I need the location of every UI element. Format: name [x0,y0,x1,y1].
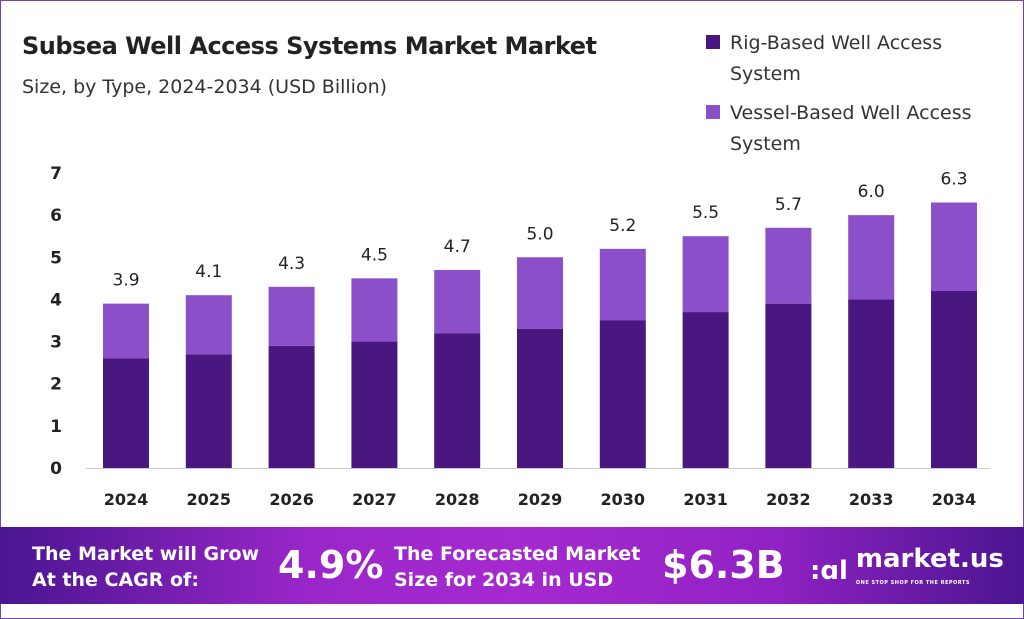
bar-vessel-based [848,215,895,300]
x-tick-label: 2030 [601,490,646,509]
bar-rig-based [434,333,481,468]
x-tick-label: 2026 [269,490,314,509]
data-label-total: 4.7 [444,237,471,257]
bar-vessel-based [434,269,481,334]
x-tick-label: 2028 [435,490,480,509]
x-tick-label: 2032 [766,490,811,509]
bar-rig-based [599,320,646,468]
data-label-total: 4.5 [361,245,388,265]
brand-logo: :ɑl market.us ONE STOP SHOP FOR THE REPOR… [810,544,1004,595]
x-tick-label: 2029 [518,490,563,509]
brand-name: market.us [855,544,1004,574]
bar-rig-based [103,358,149,468]
x-tick-label: 2033 [849,490,894,509]
bar-vessel-based [185,295,232,355]
data-label-total: 3.9 [112,271,139,291]
y-tick-label: 6 [50,206,62,226]
x-tick-label: 2024 [104,490,149,509]
data-label-total: 6.0 [858,182,885,202]
legend-label: Vessel-Based Well Access System [730,102,972,155]
legend-swatch [706,105,720,119]
bar-rig-based [931,291,977,468]
data-label-total: 5.2 [609,216,636,236]
cagr-value: 4.9% [278,543,384,587]
data-label-total: 5.5 [692,203,719,223]
data-label-total: 5.7 [775,195,802,215]
legend-item-rig: Rig-Based Well Access System [706,28,1016,90]
bar-vessel-based [765,227,812,304]
brand-tagline: ONE STOP SHOP FOR THE REPORTS [855,580,970,586]
legend: Rig-Based Well Access System Vessel-Base… [706,28,1016,168]
y-tick-label: 4 [50,290,62,310]
y-tick-label: 7 [50,164,62,184]
bar-vessel-based [599,248,646,321]
y-tick-label: 2 [50,375,62,395]
y-tick-label: 0 [50,459,62,479]
x-tick-label: 2025 [187,490,232,509]
data-label-total: 6.3 [940,170,967,190]
bar-rig-based [517,328,563,468]
y-tick-label: 5 [50,248,62,268]
bar-vessel-based [268,286,315,346]
bar-vessel-based [103,303,149,359]
legend-label: Rig-Based Well Access System [730,32,943,85]
chart-title: Subsea Well Access Systems Market Market [22,32,597,60]
bar-vessel-based [931,202,977,291]
bar-rig-based [682,312,729,468]
bar-rig-based [848,299,895,468]
bar-rig-based [268,345,315,468]
y-tick-label: 1 [50,417,62,437]
legend-swatch [706,35,720,49]
x-tick-label: 2031 [683,490,728,509]
bar-vessel-based [351,278,398,342]
chart-subtitle: Size, by Type, 2024-2034 (USD Billion) [22,76,388,98]
bar-vessel-based [682,236,729,313]
x-tick-label: 2027 [352,490,397,509]
cagr-label: The Market will Grow At the CAGR of: [32,543,260,591]
forecast-value: $6.3B [662,543,785,587]
forecast-label: The Forecasted Market Size for 2034 in U… [394,543,641,591]
legend-item-vessel: Vessel-Based Well Access System [706,98,1016,160]
bar-rig-based [765,303,812,468]
data-label-total: 5.0 [526,224,553,244]
logo-icon: :ɑl [810,556,848,586]
x-tick-label: 2034 [932,490,977,509]
bar-rig-based [185,354,232,468]
y-tick-label: 3 [50,333,62,353]
bar-vessel-based [517,257,563,329]
data-label-total: 4.1 [195,262,222,282]
data-label-total: 4.3 [278,254,305,274]
footer-banner: The Market will Grow At the CAGR of: 4.9… [0,527,1024,604]
bar-chart: 0 1 2 3 4 5 6 7 3.9 2024 4.1 2025 4.3 2026 4.5 2027 4.7 2… [50,164,990,509]
bar-rig-based [351,341,398,468]
